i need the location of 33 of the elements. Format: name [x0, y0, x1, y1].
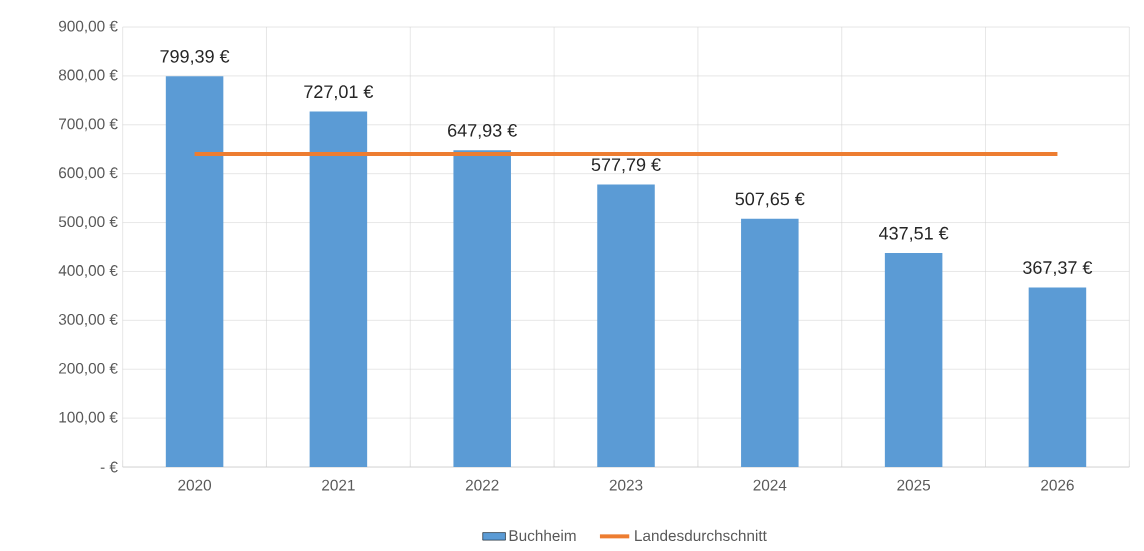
bar [165, 76, 224, 467]
y-tick-label: 400,00 € [58, 265, 118, 278]
bar [453, 150, 511, 467]
data-label: 577,79 € [591, 158, 661, 174]
y-tick-label: 800,00 € [58, 69, 118, 83]
data-label: 507,65 € [735, 192, 805, 208]
bar [597, 184, 655, 467]
data-label: 367,37 € [1023, 261, 1093, 277]
y-tick-label: 200,00 € [59, 362, 118, 376]
x-tick-label: 2025 [897, 479, 931, 491]
y-tick-label: 900,00 € [58, 20, 118, 34]
x-tick-label: 2023 [609, 479, 643, 491]
data-label: 799,39 € [160, 49, 230, 65]
x-tick-label: 2021 [322, 479, 355, 491]
legend-label: Buchheim [509, 529, 576, 542]
data-label: 727,01 € [304, 85, 374, 101]
bar [309, 111, 368, 467]
bar [1028, 287, 1087, 467]
y-tick-label: 600,00 € [59, 167, 118, 181]
x-tick-label: 2022 [465, 479, 499, 491]
y-tick-label: 500,00 € [58, 216, 118, 229]
x-tick-label: 2026 [1041, 479, 1074, 491]
x-tick-label: 2024 [753, 479, 787, 491]
data-label: 437,51 € [879, 226, 949, 242]
y-tick-label: 700,00 € [59, 118, 118, 132]
legend-label: Landesdurchschnitt [635, 529, 767, 542]
y-tick-label: 300,00 € [58, 314, 118, 327]
y-tick-label: 100,00 € [59, 411, 118, 425]
x-tick-label: 2020 [178, 479, 212, 491]
bar [884, 253, 943, 467]
y-tick-label: - € [100, 461, 118, 473]
data-label: 647,93 € [448, 124, 517, 139]
bar [741, 218, 799, 467]
